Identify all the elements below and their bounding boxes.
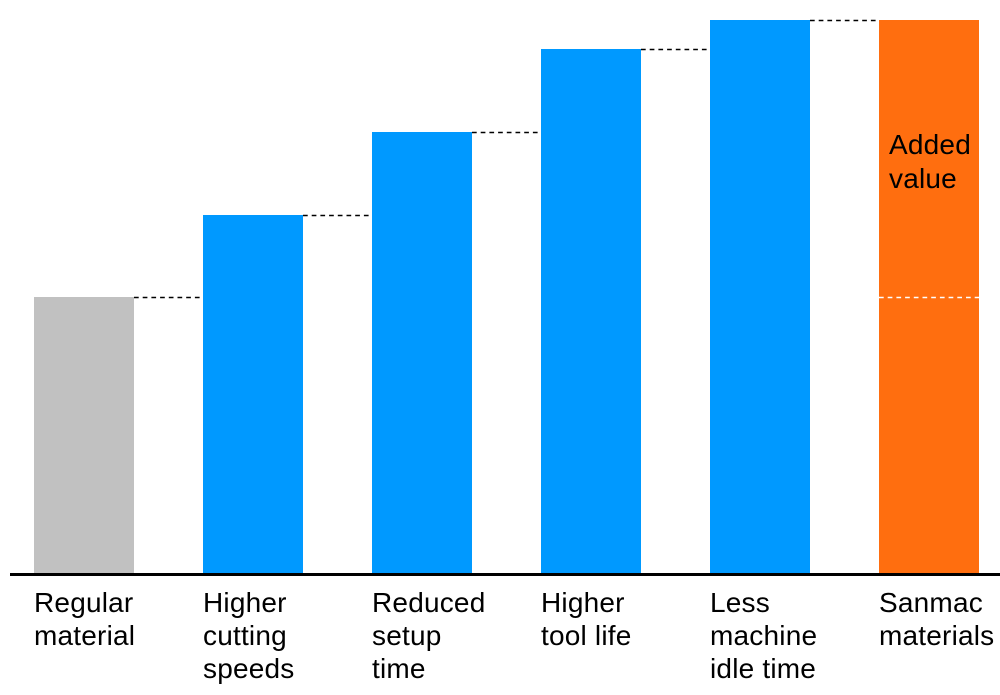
x-axis-label-higher-tool-life: Higher tool life — [541, 587, 632, 651]
added-value-label: Added value — [889, 129, 971, 194]
bar-less-machine-idle-time — [710, 20, 810, 573]
x-axis-label-higher-cutting-speeds: Higher cutting speeds — [203, 587, 295, 684]
x-axis-line — [10, 573, 1000, 576]
x-axis-label-sanmac-materials: Sanmac materials — [879, 587, 995, 651]
bar-higher-tool-life — [541, 49, 641, 573]
bar-regular-material — [34, 297, 134, 573]
bar-higher-cutting-speeds — [203, 215, 303, 573]
bar-sanmac-materials — [879, 20, 979, 573]
x-axis-label-less-machine-idle-time: Less machine idle time — [710, 587, 818, 684]
x-axis-label-regular-material: Regular material — [34, 587, 136, 651]
x-axis-label-reduced-setup-time: Reduced setup time — [372, 587, 486, 684]
bar-reduced-setup-time — [372, 132, 472, 573]
